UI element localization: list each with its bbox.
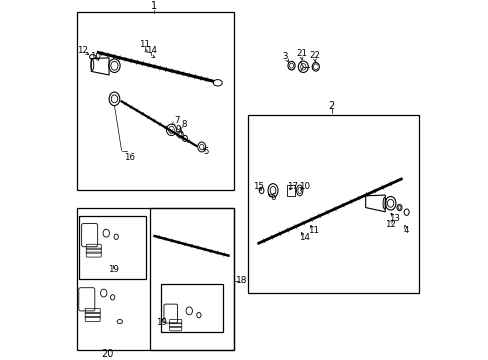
Text: 10: 10 <box>298 182 309 191</box>
Text: 22: 22 <box>308 50 320 59</box>
Text: 7: 7 <box>174 116 180 125</box>
Bar <box>286 185 295 196</box>
Text: 14: 14 <box>298 233 309 242</box>
Text: 2: 2 <box>328 101 334 111</box>
Bar <box>161 284 223 332</box>
Text: 12: 12 <box>77 45 88 54</box>
Text: 11: 11 <box>307 226 319 235</box>
Text: 11: 11 <box>139 40 150 49</box>
Text: 20: 20 <box>101 349 113 359</box>
Bar <box>77 12 233 190</box>
Text: 13: 13 <box>388 214 399 223</box>
Text: 1: 1 <box>150 1 156 11</box>
Text: 5: 5 <box>203 147 208 156</box>
Text: 14: 14 <box>145 45 156 54</box>
Text: 6: 6 <box>270 193 276 202</box>
Text: 18: 18 <box>235 276 247 285</box>
Text: 10: 10 <box>90 51 101 60</box>
Text: 12: 12 <box>385 220 395 229</box>
Text: 4: 4 <box>403 226 408 235</box>
Text: 15: 15 <box>252 182 263 191</box>
Bar <box>77 207 233 350</box>
Text: 19: 19 <box>108 265 119 274</box>
Text: 21: 21 <box>295 49 306 58</box>
Text: 19: 19 <box>156 318 167 327</box>
Bar <box>247 115 418 293</box>
Text: 9: 9 <box>176 125 181 134</box>
Text: 8: 8 <box>181 120 186 129</box>
Text: 3: 3 <box>282 51 287 60</box>
Bar <box>150 207 233 350</box>
Text: 17: 17 <box>286 182 298 191</box>
Bar <box>79 216 146 279</box>
Text: 16: 16 <box>124 153 135 162</box>
